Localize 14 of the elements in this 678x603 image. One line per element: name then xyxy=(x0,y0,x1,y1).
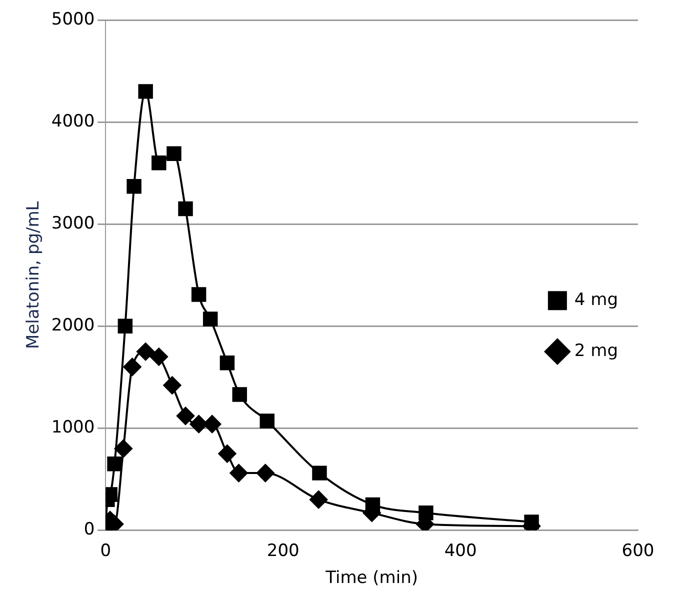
legend-label: 4 mg xyxy=(574,290,618,310)
y-tick-label: 1000 xyxy=(51,418,95,438)
y-tick-label: 2000 xyxy=(51,316,95,336)
x-tick-label: 0 xyxy=(100,540,112,561)
y-tick-label: 0 xyxy=(84,520,95,540)
legend-label: 2 mg xyxy=(574,341,618,362)
x-tick-label: 200 xyxy=(266,540,300,561)
x-axis-title: Time (min) xyxy=(324,568,418,588)
x-tick-label: 600 xyxy=(622,540,654,561)
x-tick-label: 400 xyxy=(444,540,477,561)
y-axis-title: Melatonin, pg/mL xyxy=(24,200,44,349)
y-tick-label: 4000 xyxy=(51,111,95,132)
y-tick-label: 3000 xyxy=(51,214,95,234)
y-tick-label: 5000 xyxy=(51,9,95,30)
